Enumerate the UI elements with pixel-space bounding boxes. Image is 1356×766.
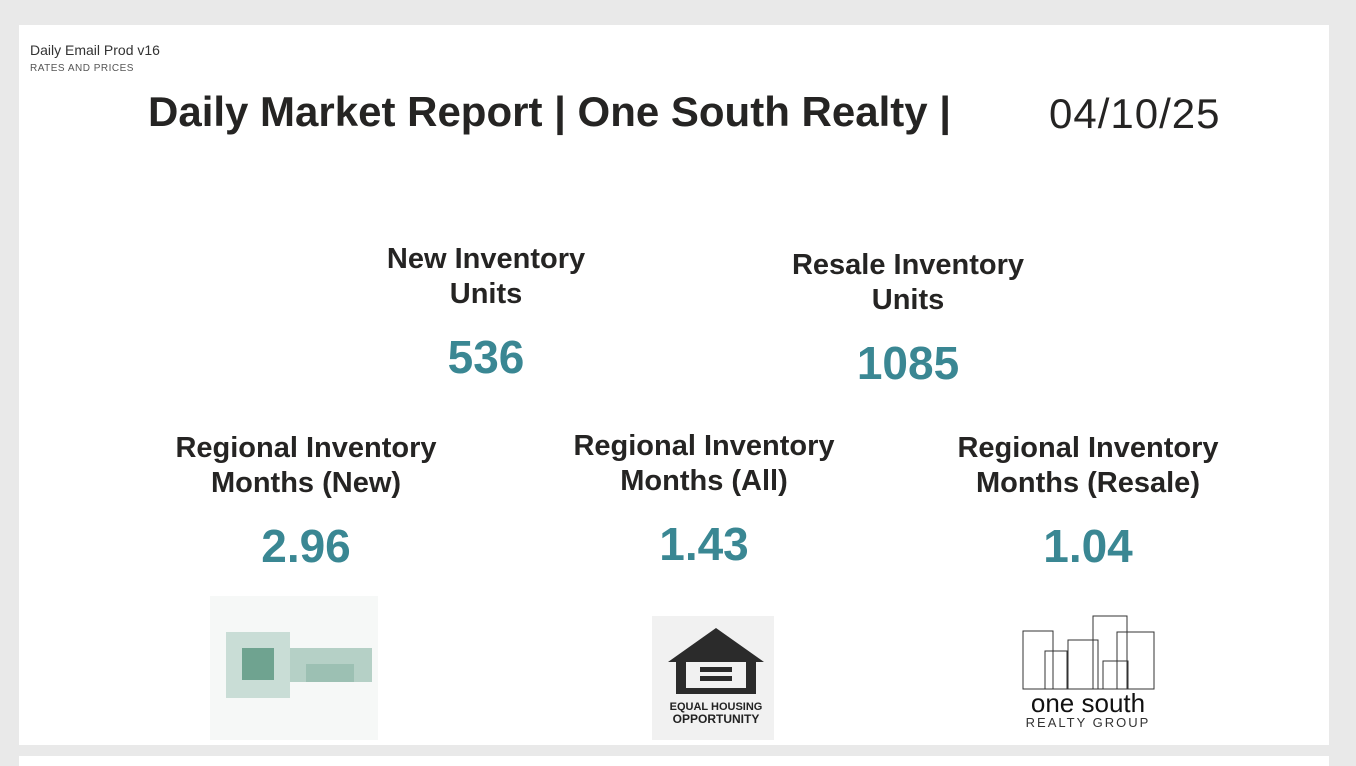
- kpi-card: Regional Inventory Months (All) 1.43: [524, 429, 884, 571]
- kpi-label: Months (New): [210, 467, 402, 499]
- kpi-label: New Inventory: [386, 243, 586, 275]
- logo-text: OPPORTUNITY: [673, 712, 760, 726]
- equal-housing-logo: EQUAL HOUSING OPPORTUNITY: [652, 616, 774, 740]
- app-name: Daily Email Prod v16: [30, 42, 160, 58]
- next-panel: [19, 756, 1329, 766]
- report-title: Daily Market Report | One South Realty |: [148, 88, 952, 135]
- kpi-card: New Inventory Units 536: [306, 242, 666, 384]
- blurred-logo: [210, 596, 378, 740]
- kpi-card: Resale Inventory Units 1085: [728, 248, 1088, 390]
- kpi-label: Regional Inventory: [573, 430, 835, 462]
- section-label: RATES AND PRICES: [30, 63, 134, 74]
- kpi-label: Units: [449, 278, 523, 310]
- kpi-value: 1085: [856, 337, 960, 389]
- kpi-value: 1.04: [1043, 520, 1133, 572]
- kpi-label: Resale Inventory: [791, 249, 1025, 281]
- kpi-label: Months (Resale): [976, 467, 1200, 499]
- kpi-label: Regional Inventory: [175, 432, 437, 464]
- logo-text: EQUAL HOUSING: [670, 701, 763, 713]
- one-south-logo: one south REALTY GROUP: [1022, 615, 1155, 730]
- report-date: 04/10/25: [1049, 90, 1221, 137]
- kpi-label: Regional Inventory: [957, 432, 1219, 464]
- kpi-card: Regional Inventory Months (New) 2.96: [126, 431, 486, 573]
- kpi-label: Months (All): [620, 465, 788, 497]
- brand-name: one south: [1031, 688, 1145, 718]
- kpi-value: 1.43: [659, 518, 749, 570]
- kpi-value: 2.96: [261, 520, 351, 572]
- kpi-value: 536: [447, 331, 525, 383]
- kpi-card: Regional Inventory Months (Resale) 1.04: [908, 431, 1268, 573]
- kpi-label: Units: [871, 284, 945, 316]
- brand-sub: REALTY GROUP: [1026, 715, 1151, 730]
